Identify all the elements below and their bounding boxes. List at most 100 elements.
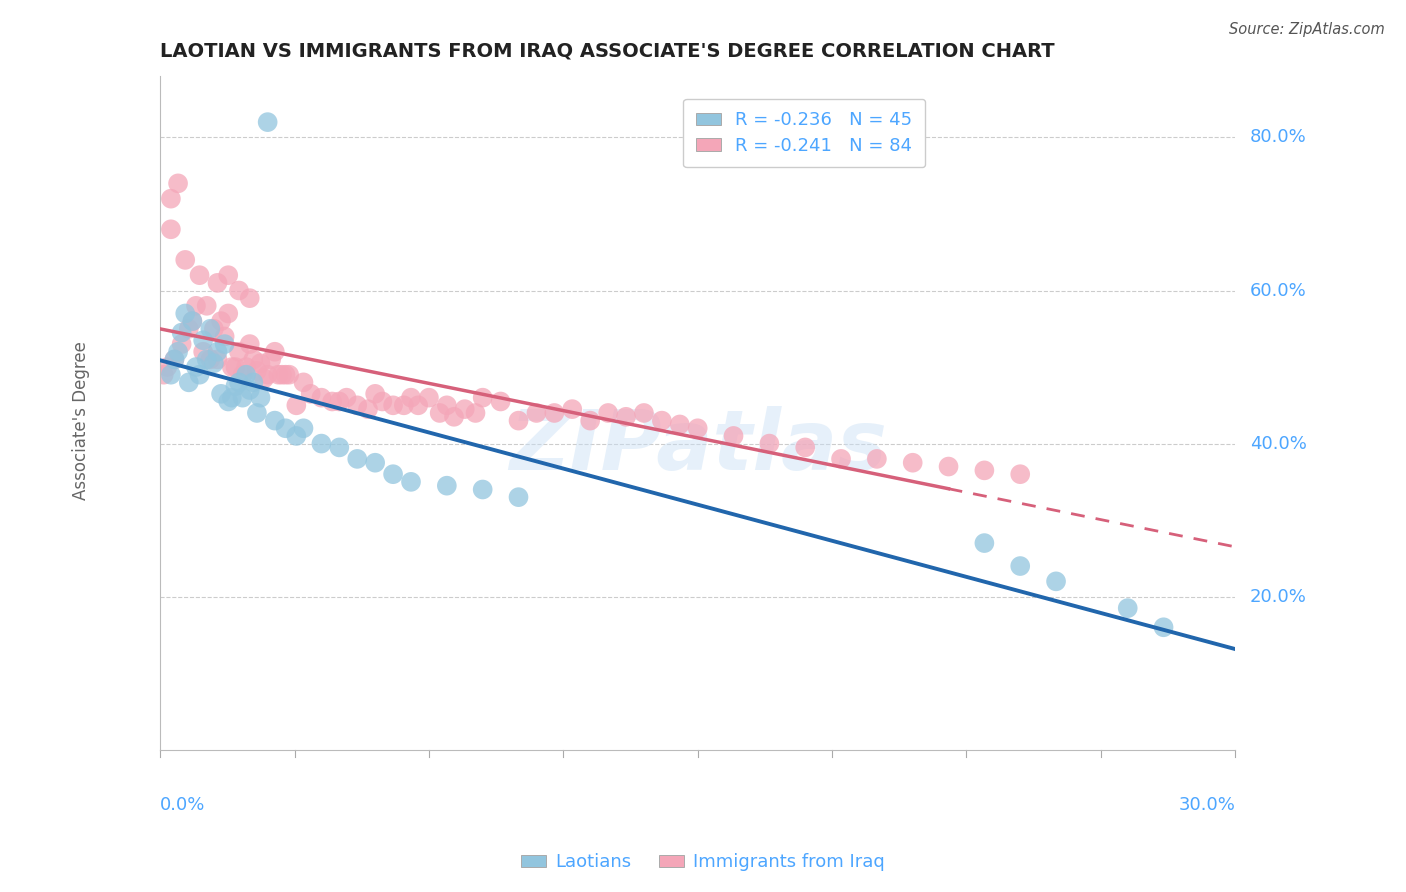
Point	[235, 359, 257, 374]
Point	[163, 352, 186, 367]
Point	[1010, 559, 1032, 574]
Point	[508, 490, 530, 504]
Point	[242, 352, 264, 367]
Point	[228, 376, 250, 390]
Point	[253, 371, 276, 385]
Point	[263, 414, 285, 428]
Point	[224, 379, 246, 393]
Point	[202, 322, 225, 336]
Point	[526, 406, 548, 420]
Point	[217, 394, 239, 409]
Point	[263, 344, 285, 359]
Point	[651, 414, 673, 428]
Point	[221, 391, 243, 405]
Point	[299, 387, 322, 401]
Point	[830, 451, 852, 466]
Point	[191, 344, 214, 359]
Point	[471, 483, 494, 497]
Point	[292, 421, 315, 435]
Point	[429, 406, 451, 420]
Point	[242, 376, 264, 390]
Point	[579, 414, 602, 428]
Point	[561, 402, 583, 417]
Point	[335, 391, 357, 405]
Point	[292, 376, 315, 390]
Point	[217, 268, 239, 283]
Point	[285, 429, 308, 443]
Point	[163, 352, 186, 367]
Point	[214, 337, 236, 351]
Text: 60.0%: 60.0%	[1250, 282, 1306, 300]
Point	[489, 394, 512, 409]
Point	[224, 359, 246, 374]
Point	[543, 406, 565, 420]
Point	[399, 391, 422, 405]
Point	[246, 364, 269, 378]
Point	[1153, 620, 1175, 634]
Point	[328, 394, 350, 409]
Point	[256, 368, 278, 382]
Legend: Laotians, Immigrants from Iraq: Laotians, Immigrants from Iraq	[515, 847, 891, 879]
Point	[256, 115, 278, 129]
Legend: R = -0.236   N = 45, R = -0.241   N = 84: R = -0.236 N = 45, R = -0.241 N = 84	[683, 99, 925, 167]
Point	[973, 463, 995, 477]
Text: 20.0%: 20.0%	[1250, 588, 1306, 606]
Point	[232, 368, 254, 382]
Point	[160, 192, 183, 206]
Point	[184, 359, 207, 374]
Point	[214, 329, 236, 343]
Point	[633, 406, 655, 420]
Point	[794, 441, 817, 455]
Point	[170, 337, 193, 351]
Point	[160, 368, 183, 382]
Point	[406, 398, 429, 412]
Text: ZIPatlas: ZIPatlas	[509, 406, 887, 487]
Point	[156, 359, 179, 374]
Point	[508, 414, 530, 428]
Point	[167, 177, 190, 191]
Point	[1045, 574, 1067, 589]
Point	[181, 314, 204, 328]
Point	[209, 387, 232, 401]
Point	[723, 429, 745, 443]
Point	[311, 436, 333, 450]
Point	[221, 359, 243, 374]
Point	[364, 387, 387, 401]
Point	[436, 398, 458, 412]
Point	[239, 337, 262, 351]
Point	[471, 391, 494, 405]
Point	[686, 421, 709, 435]
Point	[614, 409, 637, 424]
Point	[274, 421, 297, 435]
Point	[200, 352, 222, 367]
Point	[271, 368, 294, 382]
Point	[938, 459, 960, 474]
Point	[188, 268, 211, 283]
Point	[668, 417, 690, 432]
Point	[598, 406, 620, 420]
Point	[177, 322, 200, 336]
Point	[249, 356, 271, 370]
Point	[202, 356, 225, 370]
Point	[228, 344, 250, 359]
Point	[228, 284, 250, 298]
Point	[901, 456, 924, 470]
Point	[382, 398, 405, 412]
Point	[209, 314, 232, 328]
Point	[443, 409, 465, 424]
Point	[371, 394, 394, 409]
Point	[278, 368, 301, 382]
Point	[181, 314, 204, 328]
Point	[1010, 467, 1032, 482]
Point	[200, 322, 222, 336]
Point	[177, 376, 200, 390]
Text: 0.0%: 0.0%	[160, 796, 205, 814]
Point	[188, 368, 211, 382]
Text: 40.0%: 40.0%	[1250, 434, 1306, 452]
Text: Source: ZipAtlas.com: Source: ZipAtlas.com	[1229, 22, 1385, 37]
Text: Associate's Degree: Associate's Degree	[72, 341, 90, 500]
Point	[1116, 601, 1139, 615]
Point	[392, 398, 415, 412]
Point	[191, 333, 214, 347]
Point	[436, 478, 458, 492]
